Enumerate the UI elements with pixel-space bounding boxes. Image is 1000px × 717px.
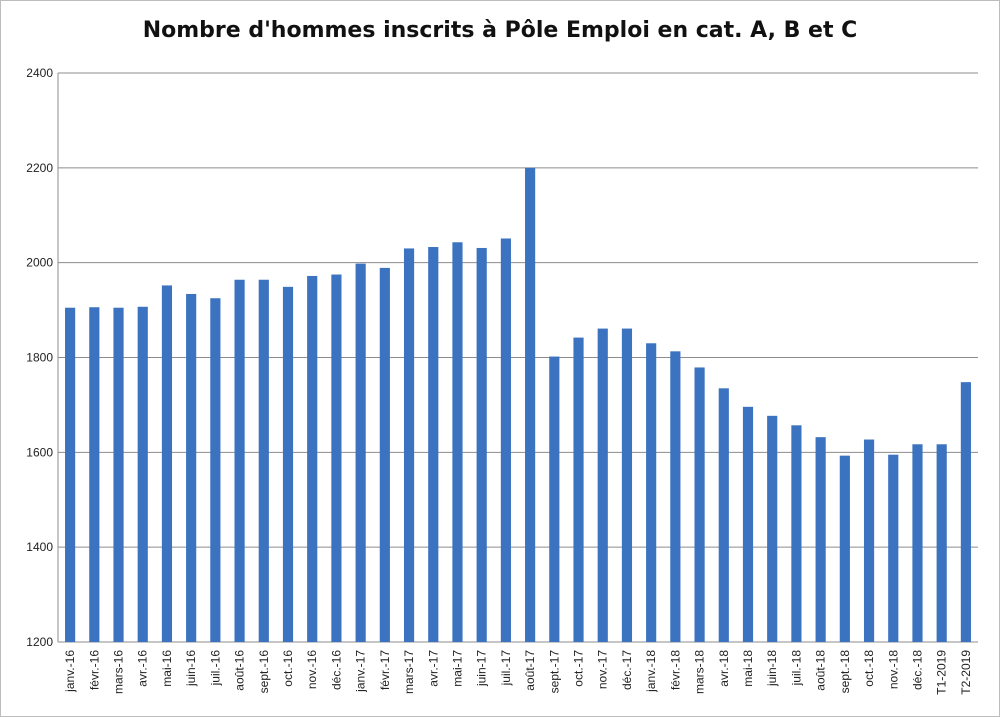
- y-tick-label: 2000: [26, 256, 53, 270]
- x-tick-label: avr.-16: [136, 650, 150, 687]
- bar-10: [282, 286, 294, 642]
- x-tick-label: T1-2019: [935, 650, 949, 695]
- bar-37: [936, 444, 947, 642]
- x-tick-label: juin-17: [475, 650, 489, 687]
- x-tick-label: oct.-17: [572, 650, 586, 687]
- bar-20: [525, 167, 536, 643]
- bar-17: [452, 242, 463, 642]
- bar-18: [476, 247, 487, 642]
- x-tick-label: déc.-18: [910, 650, 924, 690]
- bar-21: [549, 356, 560, 642]
- bar-36: [912, 444, 923, 642]
- y-tick-label: 1200: [26, 635, 53, 649]
- x-tick-label: déc.-16: [329, 650, 343, 690]
- x-tick-label: août-17: [523, 650, 537, 691]
- x-tick-label: mars-16: [112, 650, 126, 694]
- bar-7: [210, 298, 221, 642]
- bar-12: [331, 274, 342, 642]
- bar-13: [355, 263, 366, 642]
- bar-5: [161, 285, 173, 642]
- bar-38: [960, 382, 971, 642]
- bar-30: [767, 415, 778, 642]
- bar-14: [379, 267, 390, 642]
- x-tick-label: févr.-17: [378, 650, 392, 690]
- bar-26: [670, 351, 681, 642]
- bar-2: [89, 307, 100, 642]
- x-tick-label: mars-17: [402, 650, 416, 694]
- x-tick-label: déc.-17: [620, 650, 634, 690]
- bar-32: [815, 437, 826, 642]
- bar-31: [791, 425, 802, 642]
- bar-25: [646, 343, 657, 642]
- x-tick-label: oct.-16: [281, 650, 295, 687]
- x-tick-label: nov.-16: [305, 650, 319, 689]
- y-tick-label: 1800: [26, 351, 53, 365]
- x-tick-label: févr.-16: [87, 650, 101, 690]
- x-tick-label: janv.-18: [644, 650, 658, 693]
- y-tick-label: 1600: [26, 445, 53, 459]
- x-tick-label: oct.-18: [862, 650, 876, 687]
- x-tick-label: mai-16: [160, 650, 174, 687]
- bar-6: [186, 293, 197, 642]
- x-tick-label: T2-2019: [959, 650, 973, 695]
- bar-29: [742, 406, 754, 642]
- x-tick-label: nov.-18: [886, 650, 900, 689]
- bar-3: [113, 307, 124, 642]
- bar-15: [403, 248, 415, 643]
- bar-4: [137, 306, 148, 642]
- bar-34: [863, 439, 875, 642]
- x-tick-label: mai-17: [450, 650, 464, 687]
- bar-33: [839, 455, 850, 642]
- x-tick-label: sept.-17: [547, 650, 561, 694]
- bar-1: [65, 307, 76, 642]
- bar-35: [888, 454, 899, 642]
- x-tick-label: févr.-18: [668, 650, 682, 690]
- bar-22: [573, 337, 584, 642]
- x-tick-label: juin-16: [184, 650, 198, 687]
- x-tick-label: sept.-18: [838, 650, 852, 694]
- x-tick-label: juil.-17: [499, 650, 513, 687]
- bar-8: [234, 279, 245, 642]
- bar-27: [694, 367, 705, 642]
- x-tick-label: janv.-16: [63, 650, 77, 693]
- x-tick-label: juil.-18: [789, 650, 803, 687]
- x-tick-label: juin-18: [765, 650, 779, 687]
- x-tick-label: août-18: [814, 650, 828, 691]
- y-tick-label: 2400: [26, 66, 53, 80]
- bar-19: [500, 238, 511, 642]
- bar-11: [307, 275, 318, 642]
- y-tick-label: 1400: [26, 540, 53, 554]
- x-tick-label: janv.-17: [354, 650, 368, 693]
- x-tick-label: avr.-17: [426, 650, 440, 687]
- x-tick-label: mars-18: [693, 650, 707, 694]
- x-tick-label: nov.-17: [596, 650, 610, 689]
- x-tick-label: mai-18: [741, 650, 755, 687]
- x-tick-label: avr.-18: [717, 650, 731, 687]
- bar-28: [718, 388, 729, 642]
- bar-16: [428, 247, 439, 642]
- x-tick-label: août-16: [233, 650, 247, 691]
- x-tick-label: sept.-16: [257, 650, 271, 694]
- y-tick-label: 2200: [26, 161, 53, 175]
- chart-title: Nombre d'hommes inscrits à Pôle Emploi e…: [142, 18, 858, 43]
- x-tick-label: juil.-16: [208, 650, 222, 687]
- bar-23: [597, 328, 608, 642]
- bar-9: [258, 279, 269, 642]
- bar-24: [621, 328, 633, 642]
